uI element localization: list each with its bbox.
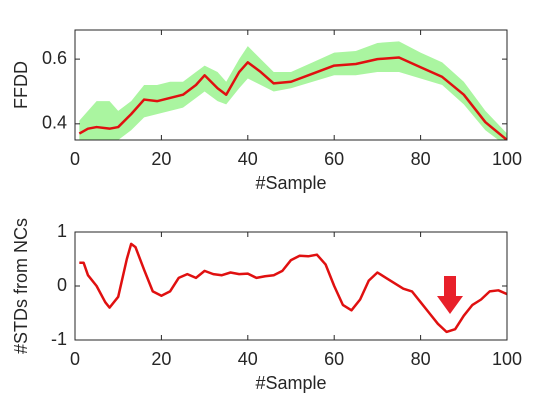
axes-box [74, 29, 508, 141]
x-tick-label: 80 [411, 349, 431, 369]
data-line [79, 242, 507, 334]
x-tick-label: 100 [492, 349, 522, 369]
x-tick-label: 60 [324, 149, 344, 169]
x-tick-label: 40 [238, 349, 258, 369]
x-tick-label: 40 [238, 149, 258, 169]
y-tick-label: 0.6 [42, 48, 67, 68]
x-tick-label: 20 [151, 349, 171, 369]
y-tick-label: 0.4 [42, 113, 67, 133]
confidence-band [79, 41, 507, 140]
y-tick-label: 1 [57, 221, 67, 241]
y-axis-label: #STDs from NCs [11, 218, 31, 354]
x-tick-label: 60 [324, 349, 344, 369]
arrow-head [437, 296, 463, 314]
y-axis-label: FFDD [11, 61, 31, 109]
x-tick-label: 0 [70, 349, 80, 369]
x-tick-label: 100 [492, 149, 522, 169]
x-tick-label: 0 [70, 149, 80, 169]
y-tick-label: -1 [51, 329, 67, 349]
y-tick-label: 0 [57, 275, 67, 295]
x-axis-label: #Sample [255, 373, 326, 393]
x-tick-label: 80 [411, 149, 431, 169]
x-axis-label: #Sample [255, 173, 326, 193]
arrow-shaft [444, 276, 456, 296]
x-tick-label: 20 [151, 149, 171, 169]
data-line [78, 56, 507, 140]
arrow-annotation [437, 276, 463, 314]
